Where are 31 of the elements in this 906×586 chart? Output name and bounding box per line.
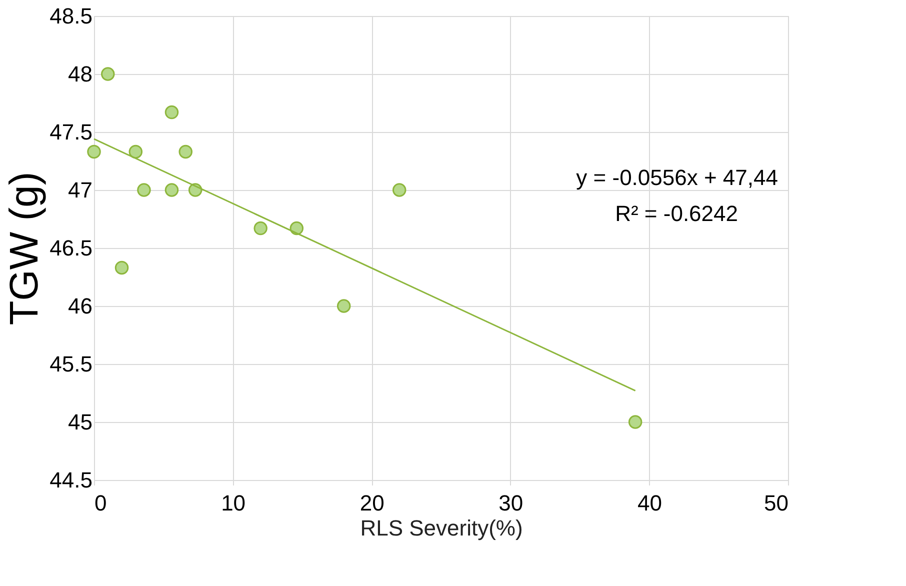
y-tick-label: 45.5 — [50, 352, 92, 376]
point — [164, 183, 179, 197]
x-tick-label: 10 — [221, 490, 246, 516]
y-tick-label: 47 — [68, 178, 92, 202]
point — [164, 105, 179, 120]
point — [128, 144, 143, 159]
point — [392, 183, 406, 197]
x-tick-label: 20 — [360, 490, 384, 516]
x-tick-label: 50 — [764, 490, 788, 516]
point — [254, 221, 268, 236]
x-tick-label: 30 — [498, 490, 524, 516]
point — [628, 415, 642, 429]
y-tick-label: 47.5 — [50, 120, 92, 144]
x-axis-title: RLS Severity(%) — [360, 516, 523, 540]
annotation: R² = -0.6242 — [615, 201, 738, 226]
y-tick-label: 46 — [68, 294, 92, 318]
y-axis-title: TGW (g) — [2, 172, 47, 326]
annotation: y = -0.0556x + 47,44 — [576, 165, 778, 190]
x-tick-label: 0 — [94, 490, 107, 516]
point — [137, 183, 151, 197]
y-tick-label: 48 — [68, 62, 92, 86]
point — [87, 144, 101, 159]
y-tick-label: 48.5 — [50, 4, 92, 28]
point — [178, 144, 192, 159]
point — [101, 67, 115, 81]
y-tick-label: 45 — [68, 410, 92, 434]
x-tick-label: 40 — [637, 490, 662, 516]
point — [114, 260, 129, 275]
y-tick-label: 44.5 — [50, 468, 92, 492]
point — [336, 299, 351, 313]
y-tick-label: 46.5 — [50, 236, 92, 260]
